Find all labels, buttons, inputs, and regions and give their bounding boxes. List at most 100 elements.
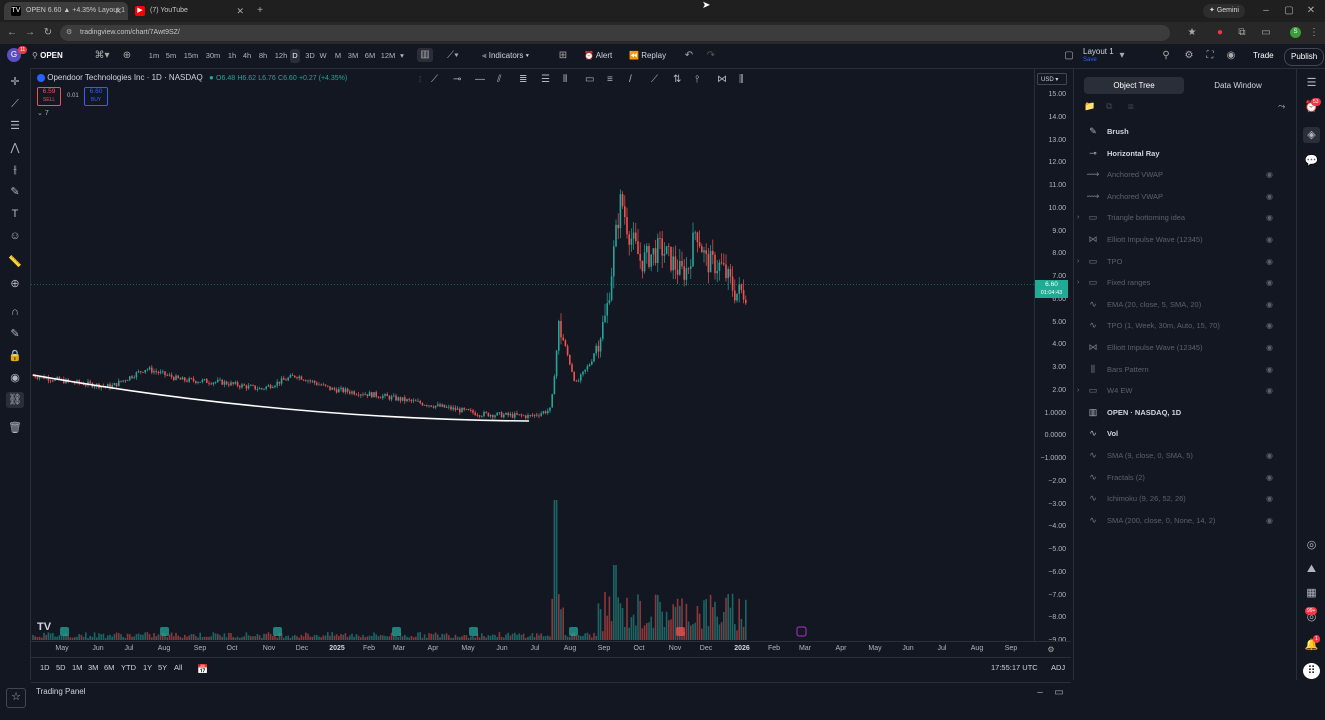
brush-icon[interactable]: ✎ [10,186,20,198]
snapshot-camera-icon[interactable]: ◉ [1226,50,1236,61]
trend-line-tool-icon[interactable]: ⟋ [431,74,438,85]
expand-chevron-icon[interactable]: › [1077,279,1080,287]
tab-youtube[interactable]: ▶ (7) YouTube ✕ [128,2,250,20]
timeframe-1m[interactable]: 1m [148,51,160,60]
calendar-icon[interactable]: ▦ [1306,587,1317,599]
new-folder-icon[interactable]: 📁 [1084,101,1096,111]
browser-menu-icon[interactable]: ⋮ [1309,27,1319,38]
earnings-marker-icon[interactable] [796,626,807,637]
tab-tradingview[interactable]: TV OPEN 6.60 ▲ +4.35% Layout 1 ✕ [4,2,128,20]
trend-line-icon[interactable]: ⟋ [11,98,19,110]
object-tree-item[interactable]: ⟿ Anchored VWAP ◉ [1074,186,1296,207]
visibility-eye-icon[interactable]: ◉ [1266,386,1273,396]
layers-icon[interactable]: ⧈ [1128,101,1134,111]
adjust-dividends-toggle[interactable]: ADJ [1051,663,1066,672]
symbol-search[interactable]: ⚲ OPEN [32,48,84,64]
elliott-wave-tool-icon[interactable]: ⋈ [717,74,727,85]
fib-retracement-tool-icon[interactable]: ☰ [541,74,550,85]
user-avatar[interactable]: G [7,48,21,62]
object-tree-item[interactable]: ⊸ Horizontal Ray [1074,143,1296,164]
pitchfork-tool-icon[interactable]: ⫴ [563,74,568,85]
visibility-eye-icon[interactable]: ◉ [1266,256,1273,266]
indicators-button[interactable]: ⫷ Indicators ▾ [482,51,530,60]
timeframe-3m[interactable]: 3M [347,51,359,60]
settings-gear-icon[interactable]: ⚙ [1184,50,1194,61]
pitchfan-tool-icon[interactable]: ⫯ [695,74,700,85]
timeframe-15m[interactable]: 15m [183,51,199,60]
range-all[interactable]: All [174,663,183,672]
earnings-marker-icon[interactable] [60,627,69,636]
clone-icon[interactable]: ⧉ [1106,101,1113,111]
axis-settings-icon[interactable]: ⚙ [1047,645,1055,654]
eye-icon[interactable]: ◉ [10,372,20,384]
earnings-marker-icon[interactable] [392,627,401,636]
range-ytd[interactable]: YTD [121,663,136,672]
price-axis[interactable]: USD ▾ 15.00 14.00 13.00 12.00 11.00 10.00 9.00… [1034,69,1072,644]
fullscreen-icon[interactable]: ⛶ [1206,50,1214,61]
tab-object-tree[interactable]: Object Tree [1084,77,1184,94]
object-tree-item[interactable]: ⋈ Elliott Impulse Wave (12345) ◉ [1074,337,1296,358]
rectangle-tool-icon[interactable]: ▭ [585,74,595,85]
visibility-eye-icon[interactable]: ◉ [1266,321,1273,331]
extension-icon[interactable]: ● [1216,27,1224,38]
tab-data-window[interactable]: Data Window [1214,81,1262,90]
object-tree-item[interactable]: › ▭ W4 EW ◉ [1074,380,1296,401]
goto-date-icon[interactable]: 📅 [197,664,209,674]
magnet-icon[interactable]: ∩ [11,306,19,318]
object-tree-item[interactable]: ∿ Ichimoku (9, 26, 52, 26) ◉ [1074,488,1296,509]
timeframe-12h[interactable]: 12h [274,51,288,60]
extensions-puzzle-icon[interactable]: ⧉ [1238,27,1246,38]
new-tab-icon[interactable]: + [257,5,263,16]
gann-tool-icon[interactable]: ≡ [607,74,613,85]
link-icon[interactable]: ⛓ [6,392,24,408]
site-info-icon[interactable]: ⚙ [66,29,73,36]
timeframe-3d[interactable]: 3D [305,51,315,60]
ideas-icon[interactable]: ◎ [1306,611,1317,623]
horizontal-line-tool-icon[interactable]: — [475,74,485,85]
timeframe-12m[interactable]: 12M [380,51,396,60]
minimize-icon[interactable]: – [1263,5,1269,16]
object-tree-item[interactable]: ⋈ Elliott Impulse Wave (12345) ◉ [1074,229,1296,250]
object-tree-item[interactable]: ∿ SMA (9, close, 0, SMA, 5) ◉ [1074,445,1296,466]
buy-button[interactable]: 6.60 BUY [84,87,108,106]
close-tab-icon[interactable]: ✕ [114,6,122,16]
timeframe-4h[interactable]: 4h [242,51,252,60]
timeframe-6m[interactable]: 6M [364,51,376,60]
object-tree-item[interactable]: ∿ EMA (20, close, 5, SMA, 20) ◉ [1074,294,1296,315]
object-tree-item[interactable]: ⟿ Anchored VWAP ◉ [1074,164,1296,185]
visibility-eye-icon[interactable]: ◉ [1266,343,1273,352]
add-symbol-icon[interactable]: ⊕ [122,50,132,61]
quick-search-icon[interactable]: ⚲ [1162,50,1170,61]
undo-icon[interactable]: ↶ [684,50,694,61]
range-1m[interactable]: 1M [72,663,83,672]
ray-tool-icon[interactable]: ⊸ [453,74,462,85]
indicators-collapse-toggle[interactable]: ⌄ 7 [37,110,49,117]
clock-utc[interactable]: 17:55:17 UTC [991,663,1038,672]
object-tree-item[interactable]: ∿ Vol [1074,423,1296,444]
currency-selector[interactable]: USD ▾ [1037,73,1067,85]
fib-icon[interactable]: ☰ [10,120,20,132]
replay-button[interactable]: ⏪ Replay [629,49,666,63]
sell-button[interactable]: 6.59 SELL [37,87,61,106]
range-3m[interactable]: 3M [88,663,99,672]
earnings-marker-icon[interactable] [469,627,478,636]
timeframe-w[interactable]: W [319,51,327,60]
layout-selector[interactable]: Layout 1 Save [1083,47,1114,65]
time-axis[interactable]: May Jun Jul Aug Sep Oct Nov Dec 2025 Feb Mar Apr May… [31,641,1071,658]
object-tree-layers-icon[interactable]: ◈ [1303,127,1320,143]
line-tool-icon[interactable]: / [629,74,632,85]
timeframe-5m[interactable]: 5m [165,51,177,60]
visibility-eye-icon[interactable]: ◉ [1266,364,1273,374]
profile-avatar[interactable]: S [1290,27,1301,38]
text-icon[interactable]: T [11,208,19,220]
templates-icon[interactable]: ⊞ [558,50,568,61]
object-tree-item[interactable]: › ▭ TPO ◉ [1074,251,1296,272]
object-tree-item[interactable]: › ▭ Fixed ranges ◉ [1074,272,1296,293]
chat-icon[interactable]: 💬 [1304,155,1319,167]
visibility-eye-icon[interactable]: ◉ [1266,299,1273,309]
object-tree-item[interactable]: ▥ OPEN · NASDAQ, 1D [1074,402,1296,423]
close-window-icon[interactable]: ✕ [1306,5,1316,16]
candles-chart-type-icon[interactable]: ▥ [417,48,433,62]
trade-button[interactable]: Trade [1253,51,1274,60]
visibility-eye-icon[interactable]: ◉ [1266,170,1273,180]
